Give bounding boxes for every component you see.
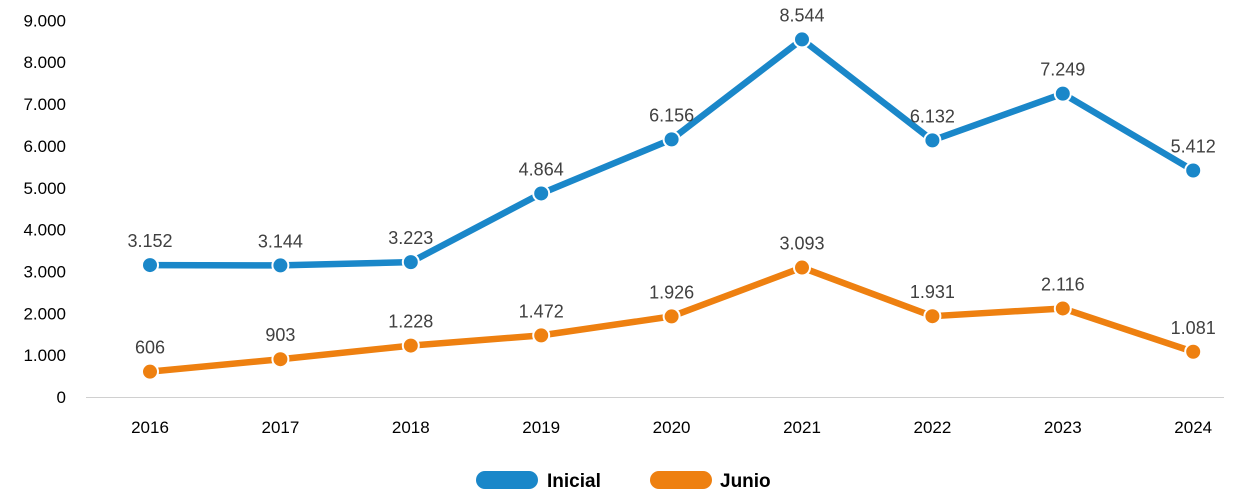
legend: Inicial Junio xyxy=(476,471,771,492)
y-tick-label: 1.000 xyxy=(23,346,66,365)
data-label-junio: 606 xyxy=(135,338,165,358)
x-tick-label: 2018 xyxy=(392,418,430,437)
data-point-junio xyxy=(271,350,290,369)
data-label-junio: 1.081 xyxy=(1171,318,1216,338)
data-point-junio xyxy=(793,258,811,277)
data-label-inicial: 3.144 xyxy=(258,231,303,251)
data-point-junio xyxy=(662,307,681,326)
data-point-inicial xyxy=(1184,161,1203,180)
data-label-junio: 2.116 xyxy=(1041,274,1085,294)
points-layer xyxy=(141,30,1203,381)
y-tick-label: 2.000 xyxy=(23,304,66,323)
data-point-inicial xyxy=(923,131,942,150)
x-tick-label: 2021 xyxy=(783,418,821,437)
data-point-inicial xyxy=(793,30,811,49)
data-point-junio xyxy=(1184,342,1203,361)
legend-label-junio: Junio xyxy=(720,471,771,492)
x-tick-label: 2017 xyxy=(261,418,299,437)
x-tick-label: 2024 xyxy=(1174,418,1212,437)
x-tick-label: 2023 xyxy=(1044,418,1082,437)
data-label-inicial: 7.249 xyxy=(1040,60,1085,80)
y-tick-label: 9.000 xyxy=(23,11,66,30)
y-tick-label: 0 xyxy=(57,388,66,407)
y-tick-label: 3.000 xyxy=(23,262,66,281)
axis-layer: 0 1.000 2.000 3.000 4.000 5.000 6.000 7.000 8.00… xyxy=(23,11,1224,437)
series-line-inicial xyxy=(146,36,1197,269)
data-point-inicial xyxy=(532,184,551,203)
legend-swatch-junio xyxy=(650,471,712,489)
data-label-junio: 1.926 xyxy=(649,282,694,302)
x-tick-label: 2016 xyxy=(131,418,169,437)
legend-label-inicial: Inicial xyxy=(547,471,601,492)
data-labels-layer: 3.152 3.144 3.223 4.864 6.156 8.544 6.132 7.249… xyxy=(127,5,1215,357)
data-label-inicial: 3.223 xyxy=(388,228,433,248)
legend-swatch-inicial xyxy=(476,471,538,489)
data-point-junio xyxy=(141,362,159,381)
y-tick-label: 4.000 xyxy=(23,221,66,240)
data-point-junio xyxy=(923,307,942,326)
data-label-junio: 1.931 xyxy=(910,282,955,302)
y-tick-label: 5.000 xyxy=(23,179,66,198)
data-point-inicial xyxy=(141,256,159,275)
data-point-inicial xyxy=(271,256,290,275)
data-point-inicial xyxy=(662,130,681,149)
data-point-inicial xyxy=(401,253,420,272)
data-label-inicial: 6.132 xyxy=(910,106,955,126)
data-label-junio: 1.472 xyxy=(519,301,564,321)
data-point-inicial xyxy=(1053,84,1072,103)
data-label-junio: 3.093 xyxy=(779,234,824,254)
y-tick-label: 7.000 xyxy=(23,95,66,114)
y-tick-label: 6.000 xyxy=(23,137,66,156)
x-tick-label: 2019 xyxy=(522,418,560,437)
data-label-inicial: 5.412 xyxy=(1171,137,1216,157)
data-label-junio: 1.228 xyxy=(388,312,433,332)
data-point-junio xyxy=(401,336,420,355)
data-label-inicial: 3.152 xyxy=(127,231,172,251)
data-point-junio xyxy=(1053,299,1072,318)
x-tick-label: 2022 xyxy=(913,418,951,437)
data-label-inicial: 8.544 xyxy=(779,5,824,25)
data-label-inicial: 6.156 xyxy=(649,105,694,125)
x-tick-label: 2020 xyxy=(653,418,691,437)
data-point-junio xyxy=(532,326,551,345)
data-label-junio: 903 xyxy=(265,325,295,345)
data-label-inicial: 4.864 xyxy=(519,159,564,179)
y-tick-label: 8.000 xyxy=(23,53,66,72)
